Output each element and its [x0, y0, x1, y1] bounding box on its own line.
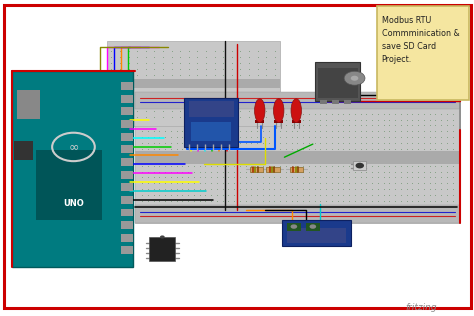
Bar	[184, 98, 238, 147]
Circle shape	[160, 235, 165, 239]
Bar	[135, 151, 460, 164]
Bar	[332, 100, 339, 104]
Circle shape	[344, 71, 365, 85]
Bar	[189, 101, 234, 117]
Bar	[121, 145, 133, 153]
Bar	[121, 158, 133, 166]
Bar	[318, 68, 358, 98]
Bar	[250, 167, 263, 172]
Bar	[149, 237, 175, 261]
Bar	[306, 223, 320, 231]
Bar	[121, 196, 133, 204]
Bar	[121, 221, 133, 229]
Bar	[121, 209, 133, 216]
Bar	[121, 183, 133, 191]
Bar	[14, 141, 33, 160]
Bar	[290, 167, 303, 172]
Bar	[287, 223, 301, 231]
Bar	[135, 92, 460, 223]
Bar	[36, 150, 102, 220]
Circle shape	[351, 76, 358, 81]
Bar	[353, 161, 366, 170]
Text: UNO: UNO	[63, 199, 84, 208]
Circle shape	[310, 224, 316, 229]
Ellipse shape	[273, 99, 284, 122]
Bar	[121, 107, 133, 115]
Text: fritzing: fritzing	[405, 303, 437, 312]
Bar	[344, 100, 351, 104]
Bar	[135, 92, 460, 109]
Bar	[320, 100, 327, 104]
Bar	[121, 234, 133, 242]
Bar	[121, 246, 133, 254]
Bar	[121, 171, 133, 179]
Ellipse shape	[255, 99, 265, 122]
Circle shape	[356, 163, 364, 168]
Bar	[121, 95, 133, 103]
Bar	[287, 228, 346, 243]
Text: ∞: ∞	[68, 140, 79, 154]
Circle shape	[291, 224, 297, 229]
Bar	[12, 71, 133, 267]
Bar	[17, 90, 40, 118]
Bar	[121, 82, 133, 90]
Bar	[107, 79, 280, 88]
Bar	[121, 133, 133, 141]
Text: Modbus RTU
Commminication &
save SD Card
Project.: Modbus RTU Commminication & save SD Card…	[382, 16, 459, 64]
Bar	[315, 62, 360, 101]
Bar	[255, 120, 264, 123]
Ellipse shape	[291, 99, 301, 122]
Bar	[282, 220, 351, 246]
Bar	[135, 205, 460, 223]
Bar	[266, 167, 280, 172]
Bar	[107, 41, 280, 126]
FancyBboxPatch shape	[377, 6, 469, 100]
Bar	[121, 120, 133, 128]
Bar	[191, 122, 231, 141]
Bar	[292, 120, 301, 123]
Bar	[274, 120, 283, 123]
